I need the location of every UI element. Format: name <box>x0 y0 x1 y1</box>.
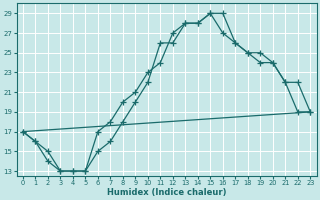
X-axis label: Humidex (Indice chaleur): Humidex (Indice chaleur) <box>107 188 226 197</box>
